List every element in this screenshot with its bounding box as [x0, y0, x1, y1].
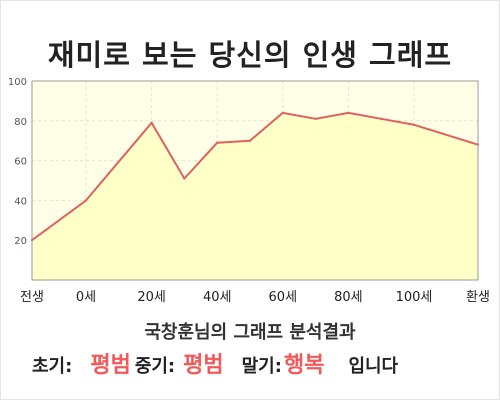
y-tick-label: 80 — [14, 117, 27, 128]
analysis-title: 국창훈님의 그래프 분석결과 — [144, 322, 356, 343]
y-tick-label: 20 — [14, 236, 27, 247]
x-tick-label: 0세 — [76, 290, 96, 305]
data-point — [412, 123, 416, 126]
x-tick-label: 100세 — [396, 290, 433, 305]
y-tick-label: 100 — [8, 77, 27, 88]
x-tick-label: 80세 — [334, 290, 363, 305]
data-point — [380, 117, 383, 121]
data-point — [183, 177, 186, 180]
x-tick-label: 환생 — [466, 290, 490, 305]
analysis-result: 초기: 평범 중기: 평범 말기: 행복 입니다 — [32, 347, 398, 379]
area-fill — [32, 112, 478, 280]
early-value: 평범 — [90, 353, 131, 378]
x-tick-label: 40세 — [203, 290, 232, 305]
page-title: 재미로 보는 당신의 인생 그래프 — [47, 38, 453, 72]
data-point — [347, 111, 350, 115]
middle-value: 평범 — [183, 353, 224, 378]
data-point — [84, 199, 88, 202]
x-tick-label: 전생 — [20, 290, 44, 305]
data-point — [150, 121, 153, 124]
late-value: 행복 — [283, 353, 325, 378]
x-tick-label: 20세 — [137, 290, 166, 305]
late-label: 말기: — [241, 356, 282, 377]
ending-text: 입니다 — [348, 356, 399, 377]
plot-border — [31, 80, 479, 281]
data-point — [216, 141, 219, 144]
middle-label: 중기: — [134, 356, 176, 377]
y-tick-label: 60 — [14, 157, 27, 168]
data-point — [281, 111, 284, 115]
y-tick-label: 40 — [14, 196, 27, 207]
x-tick-label: 60세 — [269, 290, 298, 305]
data-point — [248, 139, 252, 142]
life-line — [31, 111, 479, 242]
early-label: 초기: — [32, 356, 73, 377]
data-point — [314, 117, 317, 121]
